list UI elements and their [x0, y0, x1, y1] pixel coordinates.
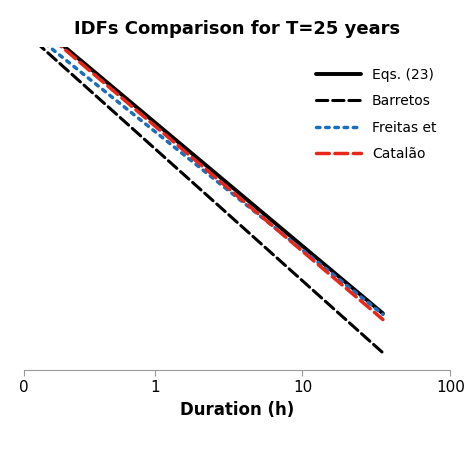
Barretos [163, 155, 169, 161]
Barretos [21, 28, 27, 34]
Barretos [138, 133, 144, 139]
Freitas et [380, 311, 386, 317]
Barretos [282, 262, 288, 268]
Line: Freitas et: Freitas et [24, 26, 383, 314]
Barretos [380, 350, 386, 356]
Line: Barretos: Barretos [24, 31, 383, 353]
Barretos [247, 231, 253, 237]
Catalão [380, 317, 386, 322]
X-axis label: Duration (h): Duration (h) [180, 401, 294, 419]
Title: IDFs Comparison for T=25 years: IDFs Comparison for T=25 years [74, 19, 400, 37]
Catalão [282, 233, 288, 239]
Freitas et [163, 137, 169, 143]
Line: Catalão: Catalão [24, 15, 383, 319]
Eqs. (23) [163, 129, 169, 135]
Freitas et [280, 231, 286, 237]
Eqs. (23) [21, 10, 27, 16]
Eqs. (23) [247, 199, 253, 205]
Catalão [21, 12, 27, 18]
Catalão [64, 48, 70, 54]
Freitas et [64, 58, 70, 64]
Catalão [163, 133, 169, 138]
Freitas et [282, 233, 288, 238]
Eqs. (23) [138, 108, 144, 113]
Freitas et [138, 117, 144, 123]
Eqs. (23) [380, 310, 386, 316]
Eqs. (23) [280, 227, 286, 233]
Eqs. (23) [64, 46, 70, 52]
Catalão [138, 111, 144, 117]
Line: Eqs. (23): Eqs. (23) [24, 13, 383, 313]
Catalão [280, 232, 286, 237]
Legend: Eqs. (23), Barretos, Freitas et, Catalão: Eqs. (23), Barretos, Freitas et, Catalão [310, 61, 443, 168]
Catalão [247, 203, 253, 209]
Barretos [64, 67, 70, 73]
Freitas et [247, 205, 253, 210]
Freitas et [21, 23, 27, 29]
Eqs. (23) [282, 228, 288, 234]
Barretos [280, 261, 286, 266]
